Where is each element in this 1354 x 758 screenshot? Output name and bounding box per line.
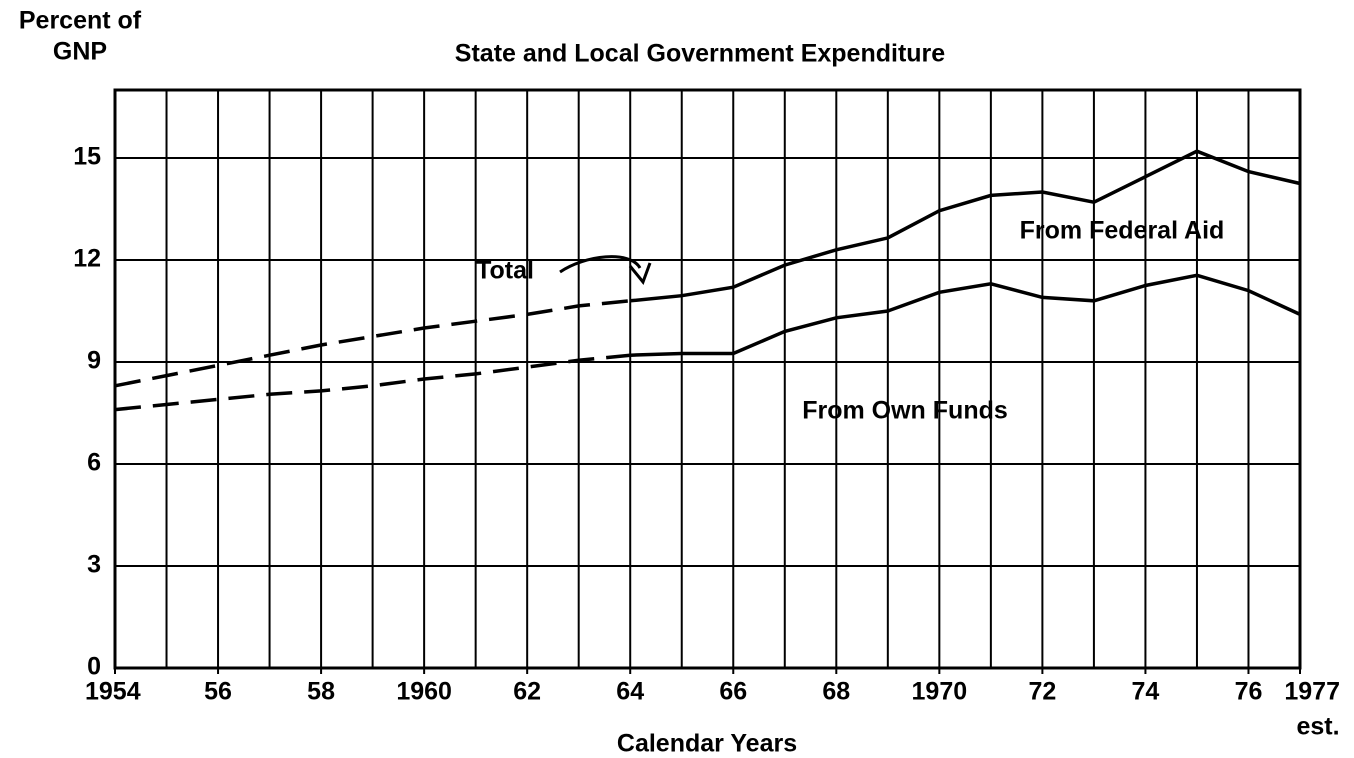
x-tick-label: 62 bbox=[513, 678, 541, 706]
plot-frame bbox=[113, 88, 1302, 670]
x-tick-label: 1960 bbox=[396, 678, 452, 706]
annotation-arrow bbox=[559, 255, 642, 274]
band-label: From Federal Aid bbox=[1020, 217, 1225, 245]
x-axis-label: Calendar Years bbox=[617, 730, 797, 758]
series-line bbox=[114, 299, 631, 388]
series-line bbox=[630, 149, 1301, 303]
y-tick-label: 9 bbox=[87, 347, 101, 375]
x-tick-label: 1954 bbox=[85, 678, 141, 706]
chart-title: State and Local Government Expenditure bbox=[455, 40, 945, 68]
series-line bbox=[630, 273, 1301, 357]
y-tick-label: 6 bbox=[87, 449, 101, 477]
annotation-arrowhead bbox=[628, 262, 652, 285]
x-tick-label: 74 bbox=[1132, 678, 1160, 706]
series-label: Total bbox=[476, 257, 534, 285]
y-axis-label: Percent of bbox=[19, 7, 142, 35]
y-tick-label: 12 bbox=[73, 245, 101, 273]
x-tick-label: 56 bbox=[204, 678, 232, 706]
x-tick-label: 58 bbox=[307, 678, 335, 706]
series-label: From Own Funds bbox=[802, 397, 1008, 425]
x-tick-label: 66 bbox=[719, 678, 747, 706]
y-tick-label: 3 bbox=[87, 551, 101, 579]
y-tick-label: 0 bbox=[87, 653, 101, 681]
x-tick-label: 1977 bbox=[1284, 678, 1340, 706]
x-tick-label: 1970 bbox=[912, 678, 968, 706]
x-tick-label: 64 bbox=[616, 678, 644, 706]
x-tick-label: 68 bbox=[822, 678, 850, 706]
x-tick-label: 76 bbox=[1235, 678, 1263, 706]
x-tick-note: est. bbox=[1296, 713, 1339, 741]
y-axis-label: GNP bbox=[53, 38, 107, 66]
x-tick-label: 72 bbox=[1028, 678, 1056, 706]
series-line bbox=[114, 353, 631, 412]
y-tick-label: 15 bbox=[73, 143, 101, 171]
